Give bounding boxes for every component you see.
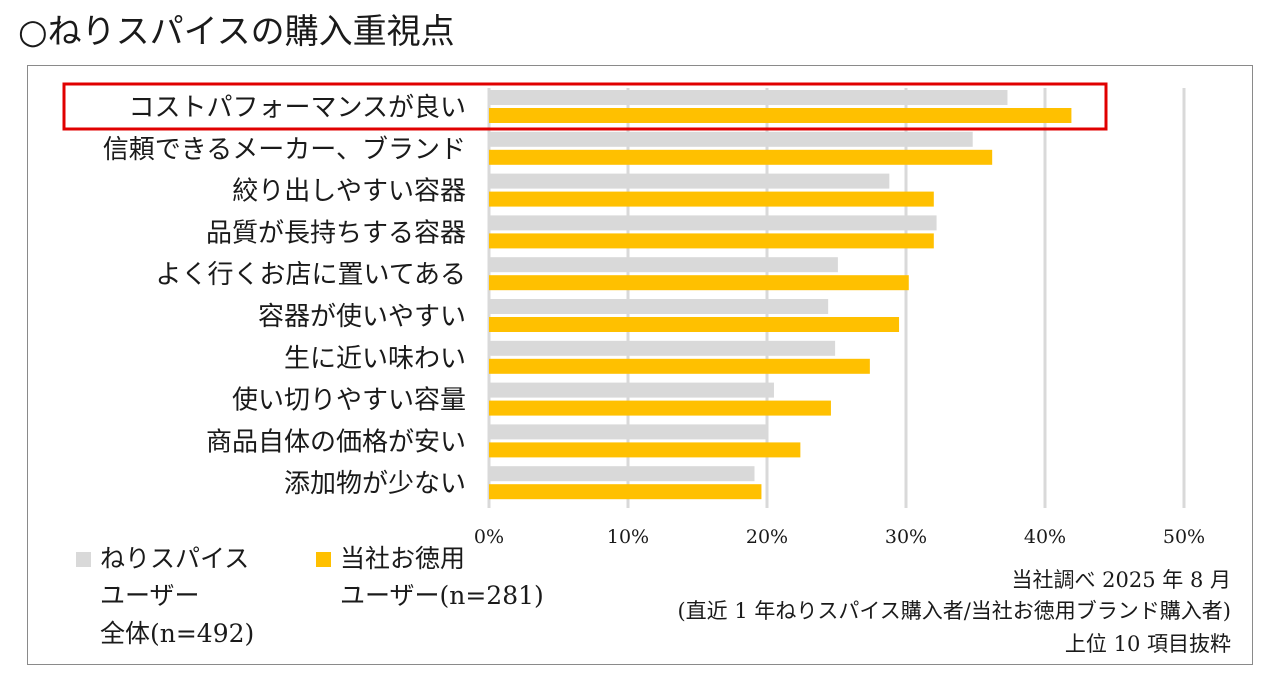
bar-our-users bbox=[489, 275, 909, 291]
bar-all-users bbox=[489, 131, 973, 147]
category-label: 信頼できるメーカー、ブランド bbox=[103, 135, 466, 165]
survey-scope-note: (直近 1 年ねりスパイス購入者/当社お徳用ブランド購入者) bbox=[677, 599, 1231, 623]
category-label: 絞り出しやすい容器 bbox=[232, 177, 466, 207]
x-tick-label: 20% bbox=[746, 526, 788, 548]
bar-our-users bbox=[489, 149, 993, 165]
bar-all-users bbox=[489, 382, 774, 398]
category-label: 容器が使いやすい bbox=[258, 302, 466, 332]
category-label: 商品自体の価格が安い bbox=[206, 427, 466, 457]
bar-all-users bbox=[489, 424, 767, 440]
bar-our-users bbox=[489, 108, 1072, 123]
x-tick-label: 0% bbox=[474, 526, 504, 548]
x-tick-label: 30% bbox=[885, 526, 927, 548]
legend-swatch-ours bbox=[316, 552, 331, 567]
category-label: 生に近い味わい bbox=[284, 344, 466, 374]
bar-our-users bbox=[489, 484, 762, 500]
x-tick-label: 50% bbox=[1163, 526, 1205, 548]
bar-all-users bbox=[489, 90, 1008, 105]
category-label: 添加物が少ない bbox=[284, 469, 466, 499]
bar-all-users bbox=[489, 466, 755, 482]
x-tick-label: 40% bbox=[1024, 526, 1066, 548]
bar-all-users bbox=[489, 299, 829, 314]
bar-our-users bbox=[489, 191, 934, 207]
source-note: 当社調べ 2025 年 8 月 bbox=[1011, 568, 1231, 592]
page-title: ○ねりスパイスの購入重視点 bbox=[18, 12, 455, 52]
category-label: 使い切りやすい容量 bbox=[232, 386, 466, 416]
chart-frame bbox=[27, 65, 1253, 665]
legend-label-ours-2: ユーザー(n=281) bbox=[340, 581, 544, 610]
bar-all-users bbox=[489, 215, 937, 231]
bar-our-users bbox=[489, 233, 934, 249]
bar-all-users bbox=[489, 173, 890, 189]
legend-label-all-2: ユーザー bbox=[100, 581, 200, 610]
bar-our-users bbox=[489, 358, 870, 374]
legend-label-ours-1: 当社お徳用 bbox=[340, 544, 466, 573]
x-tick-label: 10% bbox=[607, 526, 649, 548]
bar-our-users bbox=[489, 317, 900, 332]
legend-label-all-3: 全体(n=492) bbox=[100, 619, 255, 648]
highlight-box bbox=[62, 82, 1108, 131]
bar-our-users bbox=[489, 400, 831, 416]
category-label: 品質が長持ちする容器 bbox=[206, 218, 466, 248]
bar-all-users bbox=[489, 257, 838, 273]
legend-swatch-all bbox=[76, 552, 91, 567]
bar-our-users bbox=[489, 442, 801, 458]
category-label: よく行くお店に置いてある bbox=[156, 260, 466, 290]
category-label: コストパフォーマンスが良い bbox=[129, 93, 466, 123]
legend-label-all-1: ねりスパイス bbox=[100, 544, 250, 573]
bar-all-users bbox=[489, 340, 836, 356]
extraction-note: 上位 10 項目抜粋 bbox=[1064, 632, 1231, 656]
